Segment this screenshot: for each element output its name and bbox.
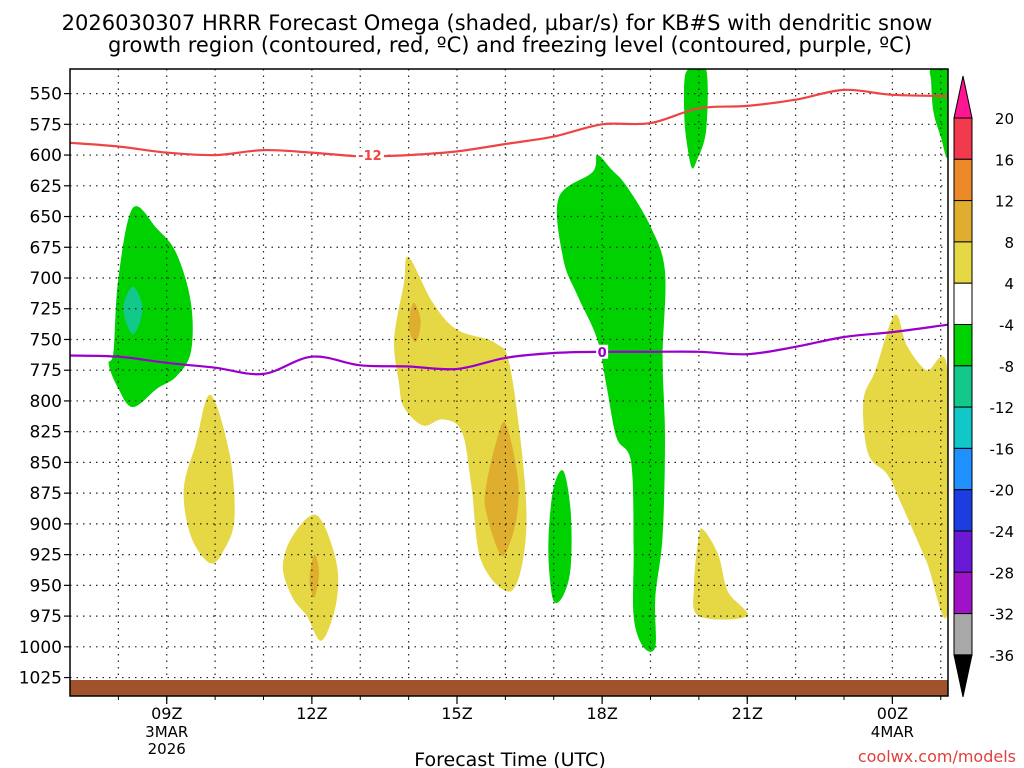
y-axis: 550 575 600 625 650 675 700 725 750 775 800 825 850 8… — [19, 85, 70, 689]
omega-region-8 — [548, 470, 572, 604]
x-tick-label: 00Z — [877, 704, 908, 723]
contour-line-layer — [70, 88, 948, 376]
colorbar-swatch-8 — [953, 447, 973, 491]
colorbar-swatch-6 — [953, 365, 973, 408]
dgz-contour-label: -12 — [358, 149, 382, 164]
colorbar-swatch-4 — [953, 282, 973, 326]
omega-region-10 — [683, 69, 708, 169]
colorbar-label: 4 — [1004, 275, 1014, 293]
x-tick-year: 2026 — [148, 740, 186, 758]
omega-region-4 — [309, 554, 320, 598]
y-tick-label: 800 — [30, 392, 62, 412]
y-tick-label: 775 — [30, 361, 62, 381]
colorbar-label: -24 — [990, 523, 1015, 541]
colorbar-label: 12 — [995, 193, 1014, 211]
y-tick-label: 1025 — [19, 669, 62, 689]
y-tick-label: 750 — [30, 330, 62, 350]
watermark: coolwx.com/models — [858, 747, 1016, 766]
colorbar-label: 20 — [995, 110, 1014, 128]
colorbar-label: -12 — [990, 399, 1015, 417]
omega-region-13 — [929, 69, 948, 158]
x-tick-label: 18Z — [586, 704, 617, 723]
y-tick-label: 575 — [30, 115, 62, 135]
colorbar-label: -32 — [990, 606, 1015, 624]
omega-region-7 — [484, 422, 519, 556]
colorbar-swatch-7 — [953, 406, 973, 449]
terrain-ground — [70, 680, 948, 696]
y-tick-label: 625 — [30, 177, 62, 197]
freezing-level-label-bg — [596, 344, 609, 359]
colorbar-label: -28 — [990, 564, 1015, 582]
dgz-contour-label-bg — [355, 148, 384, 163]
colorbar: 20 16 12 8 4 -4 -8 -12 -16 -20 -24 -28 -32 -36 — [953, 75, 1015, 698]
y-tick-label: 900 — [30, 515, 62, 535]
y-tick-label: 950 — [30, 576, 62, 596]
y-tick-label: 975 — [30, 607, 62, 627]
y-tick-label: 700 — [30, 269, 62, 289]
colorbar-swatch-3 — [953, 241, 973, 284]
colorbar-swatch-5 — [953, 324, 973, 367]
colorbar-label: -20 — [990, 482, 1015, 500]
contour-labels: -12 0 — [355, 148, 609, 361]
omega-region-11 — [693, 528, 748, 620]
colorbar-swatch-2 — [953, 200, 973, 243]
x-tick-date: 3MAR — [145, 723, 188, 741]
chart-title-line1: 2026030307 HRRR Forecast Omega (shaded, … — [62, 11, 933, 35]
colorbar-label: -16 — [990, 440, 1015, 458]
x-tick-label: 15Z — [441, 704, 472, 723]
colorbar-bottom-arrow — [953, 654, 973, 698]
x-axis-label: Forecast Time (UTC) — [414, 749, 605, 768]
colorbar-top-arrow — [953, 75, 973, 119]
omega-region-9 — [556, 155, 666, 652]
colorbar-swatch-12 — [953, 613, 973, 656]
colorbar-swatch-1 — [953, 158, 973, 202]
colorbar-label: 8 — [1004, 234, 1014, 252]
colorbar-label: -36 — [990, 647, 1015, 665]
plot-frame — [69, 68, 949, 697]
y-tick-label: 675 — [30, 238, 62, 258]
x-tick-date: 4MAR — [871, 723, 914, 741]
freezing-level-label: 0 — [598, 346, 607, 361]
omega-region-1 — [123, 286, 143, 335]
y-tick-label: 600 — [30, 146, 62, 166]
grid-layer — [70, 69, 948, 696]
dgz-contour-line — [70, 88, 948, 158]
x-tick-label: 12Z — [296, 704, 327, 723]
colorbar-swatch-9 — [953, 489, 973, 532]
freezing-level-line — [70, 323, 948, 376]
omega-region-2 — [183, 394, 235, 564]
omega-region-0 — [108, 206, 193, 408]
y-tick-label: 875 — [30, 484, 62, 504]
colorbar-swatch-11 — [953, 571, 973, 615]
y-tick-label: 825 — [30, 423, 62, 443]
y-tick-label: 850 — [30, 453, 62, 473]
y-tick-label: 650 — [30, 208, 62, 228]
colorbar-swatch-0 — [953, 117, 973, 160]
colorbar-label: -4 — [999, 317, 1014, 335]
chart-title-line2: growth region (contoured, red, ºC) and f… — [108, 33, 912, 57]
x-tick-label: 21Z — [732, 704, 763, 723]
omega-region-6 — [408, 302, 421, 342]
y-tick-label: 1000 — [19, 638, 62, 658]
plot-area — [70, 69, 948, 696]
omega-shading-layer — [108, 69, 948, 652]
y-tick-label: 725 — [30, 300, 62, 320]
y-tick-label: 550 — [30, 85, 62, 105]
omega-region-12 — [862, 314, 948, 619]
x-tick-label: 09Z — [151, 704, 182, 723]
colorbar-swatch-10 — [953, 530, 973, 573]
colorbar-label: 16 — [995, 151, 1014, 169]
colorbar-label: -8 — [999, 358, 1014, 376]
y-tick-label: 925 — [30, 546, 62, 566]
